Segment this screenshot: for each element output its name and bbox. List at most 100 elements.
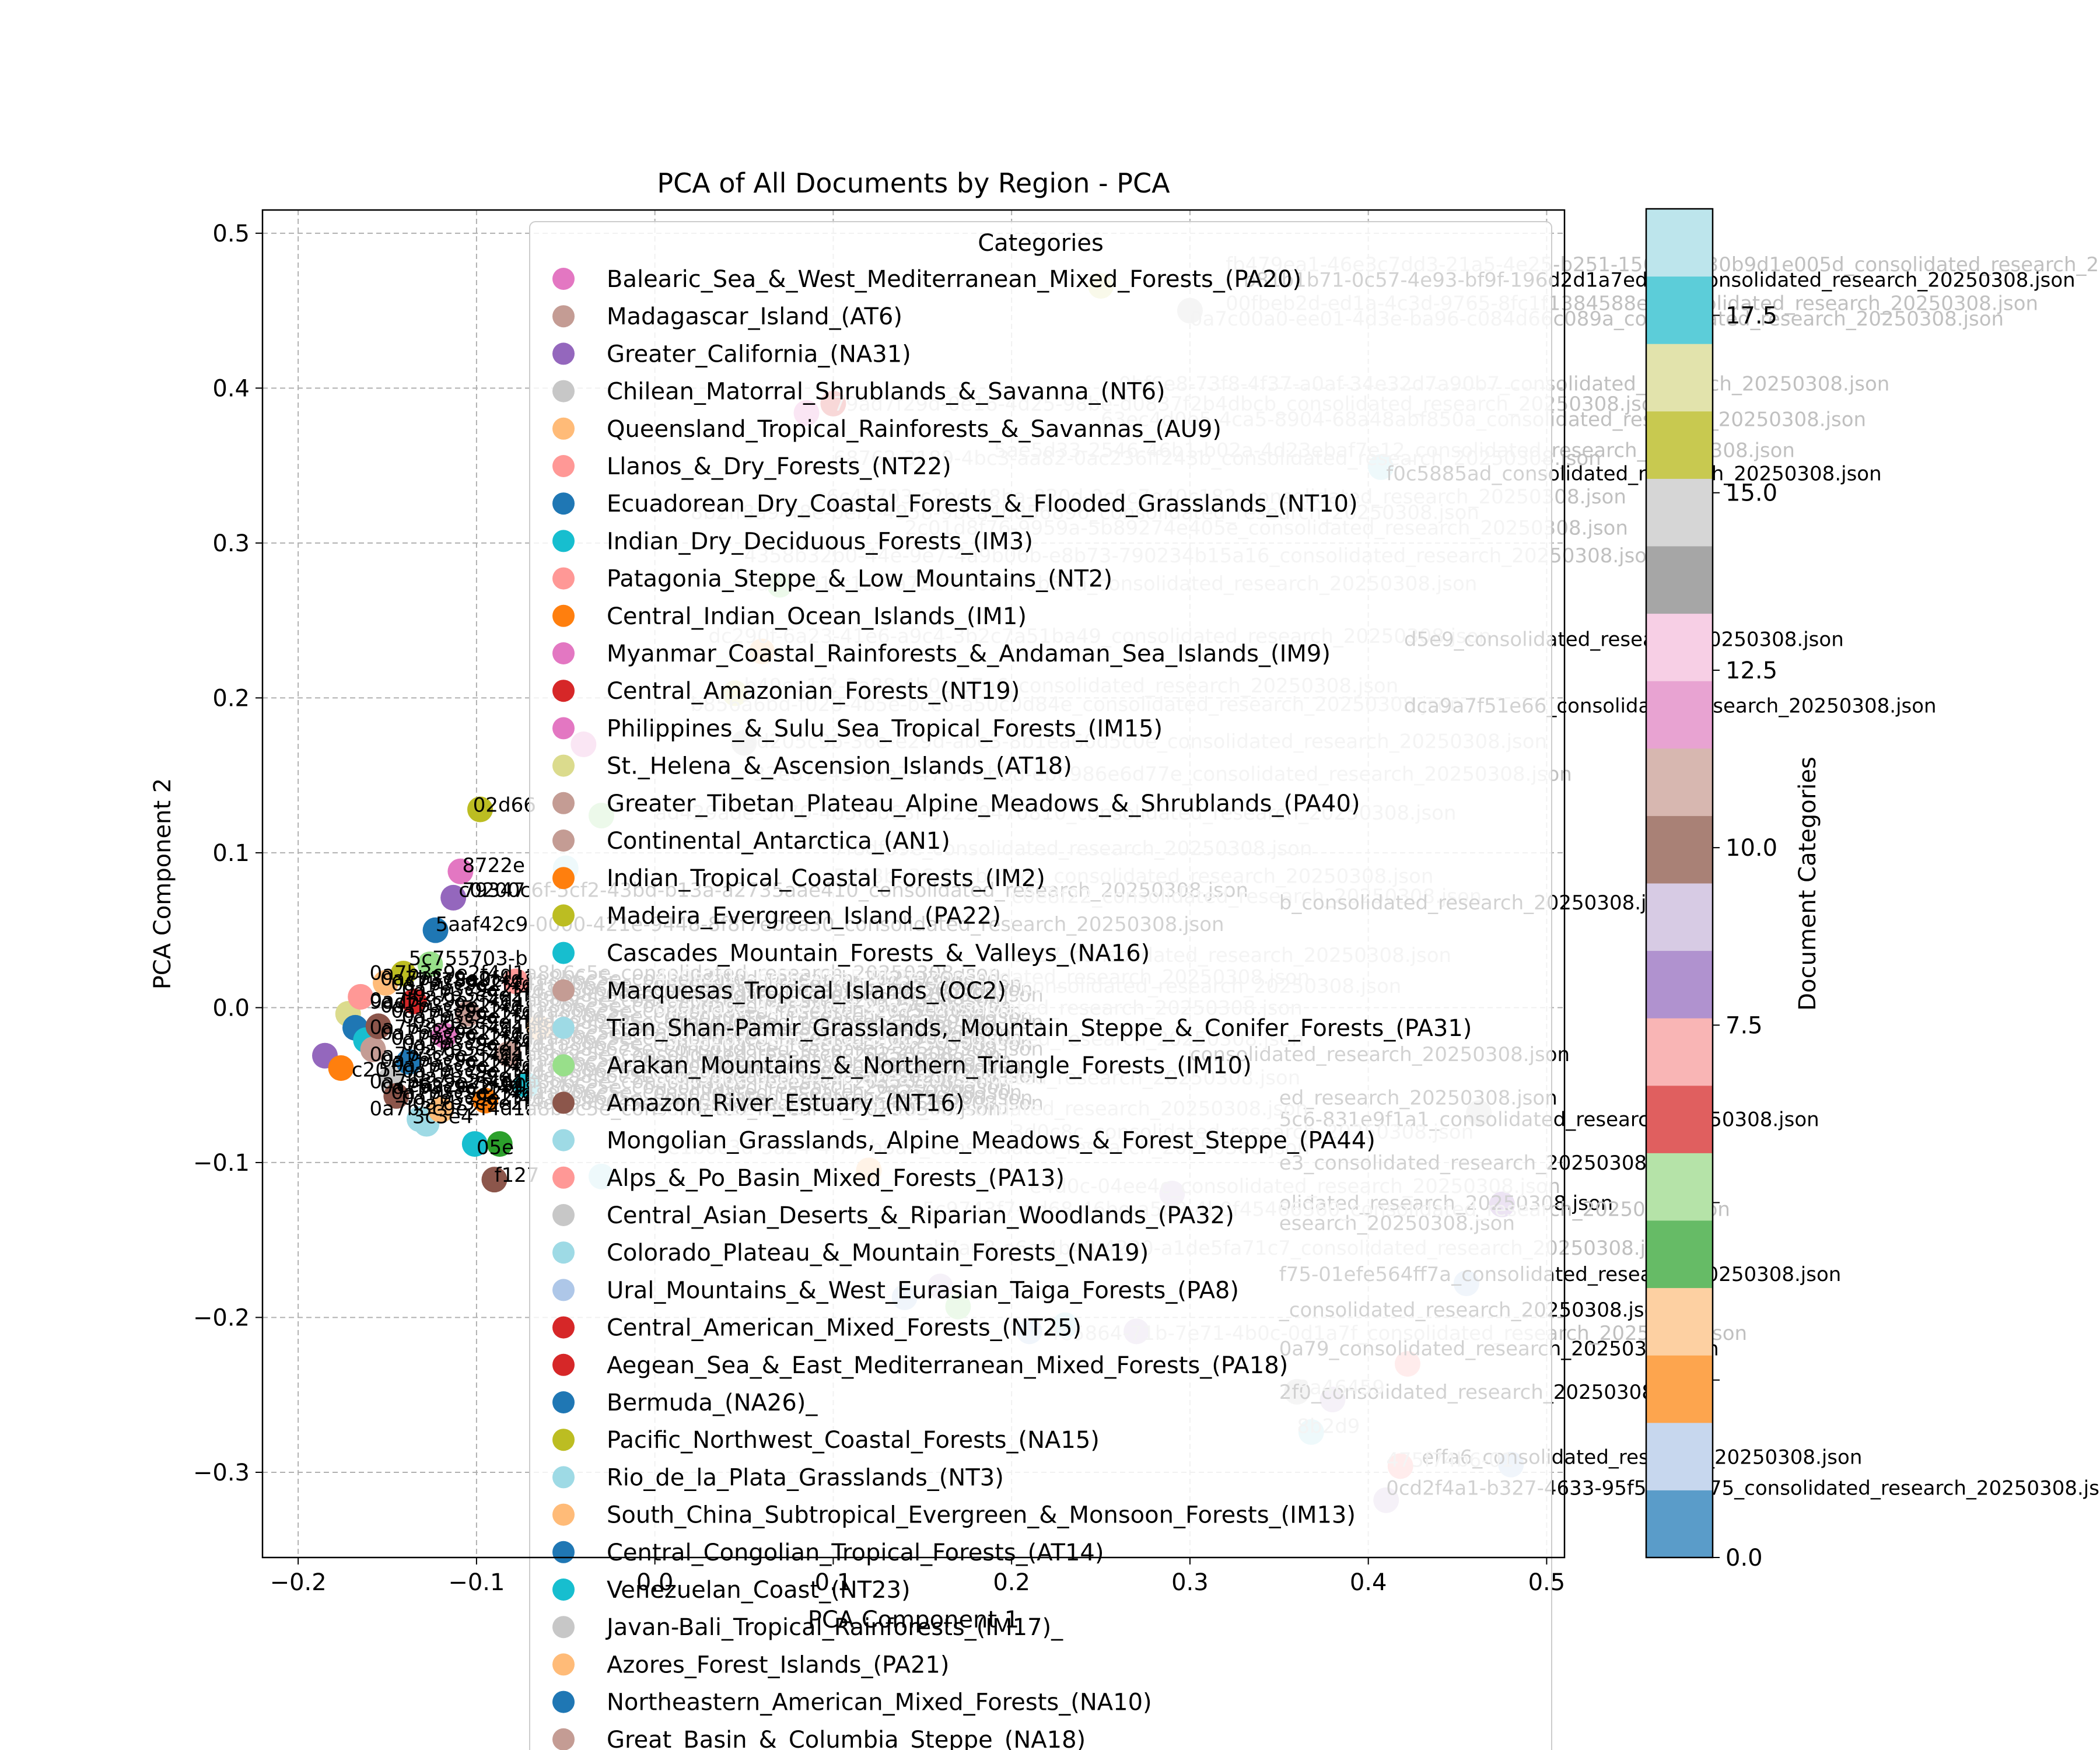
legend-marker [552, 1279, 575, 1301]
scatter-point [431, 1023, 457, 1049]
legend-label: Indian_Tropical_Coastal_Forests_(IM2) [607, 865, 1045, 892]
legend-marker [552, 792, 575, 814]
point-label: 79347 [462, 879, 525, 902]
colorbar-segment [1646, 209, 1713, 277]
legend-marker [552, 268, 575, 290]
legend-marker [552, 305, 575, 328]
legend-marker [552, 867, 575, 890]
legend-marker [552, 1241, 575, 1264]
point-label: 9adf [369, 991, 414, 1014]
x-tick-label: 0.4 [1350, 1569, 1387, 1596]
legend-marker [552, 417, 575, 440]
scatter-point [417, 951, 443, 978]
legend-label: Ural_Mountains_&_West_Eurasian_Taiga_For… [607, 1277, 1239, 1304]
legend-marker [552, 1503, 575, 1526]
scatter-point [401, 988, 427, 1014]
legend-marker [552, 455, 575, 477]
colorbar-segment [1646, 883, 1713, 951]
colorbar-segment [1646, 276, 1713, 344]
point-label: c20 [352, 1059, 388, 1082]
colorbar-segment [1646, 1085, 1713, 1153]
legend-marker [552, 530, 575, 552]
point-label: ce6a2e78-90 [396, 1074, 526, 1097]
legend-label: Venezuelan_Coast_(NT23) [607, 1577, 911, 1604]
legend-marker [552, 717, 575, 740]
colorbar-segment [1646, 681, 1713, 749]
legend-label: Continental_Antarctica_(AN1) [607, 828, 950, 855]
legend-marker [552, 680, 575, 702]
legend-marker [552, 979, 575, 1002]
y-tick-label: 0.1 [212, 840, 250, 867]
legend-marker [552, 1204, 575, 1226]
legend-marker [552, 342, 575, 365]
scatter-point [396, 1049, 422, 1075]
legend-label: Bermuda_(NA26)_ [607, 1390, 818, 1416]
plot-border [261, 209, 1566, 1559]
colorbar-segment [1646, 546, 1713, 614]
colorbar-segment [1646, 478, 1713, 547]
legend-label: Aegean_Sea_&_East_Mediterranean_Mixed_Fo… [607, 1352, 1288, 1379]
plot-area: 0a7b3c9e2f4d1a8b6c5e_consolidated_resear… [193, 209, 2100, 1750]
colorbar-border [1645, 208, 1714, 1559]
x-tick-label: 0.3 [1171, 1569, 1209, 1596]
legend-title: Categories [978, 230, 1104, 257]
point-label: c7378a9c [405, 969, 502, 992]
legend: Categories Balearic_Sea_&_West_Mediterran… [529, 221, 1552, 1750]
legend-marker [552, 1429, 575, 1451]
legend-label: Ecuadorean_Dry_Coastal_Forests_&_Flooded… [607, 491, 1358, 517]
colorbar-tick-label: 12.5 [1726, 657, 1777, 684]
legend-marker [552, 754, 575, 777]
colorbar-segment [1646, 613, 1713, 681]
colorbar-label: Document Categories [1794, 757, 1821, 1011]
legend-marker [552, 642, 575, 664]
legend-marker [552, 904, 575, 927]
scatter-point [422, 917, 449, 943]
x-tick-label: −0.1 [448, 1569, 505, 1596]
legend-marker [552, 1616, 575, 1639]
scatter-point [454, 1001, 481, 1027]
legend-marker [552, 567, 575, 590]
y-tick-label: −0.2 [193, 1304, 250, 1331]
legend-label: Queensland_Tropical_Rainforests_&_Savann… [607, 416, 1222, 443]
x-tick-label: 0.1 [815, 1569, 852, 1596]
legend-marker [552, 380, 575, 402]
point-label: 05e [477, 1136, 514, 1159]
legend-label: Indian_Dry_Deciduous_Forests_(IM3) [607, 528, 1033, 555]
point-label: 3c3e4 [412, 1105, 474, 1128]
chart-title: PCA of All Documents by Region - PCA [657, 167, 1170, 199]
legend-label: Chilean_Matorral_Shrublands_&_Savanna_(N… [607, 379, 1166, 405]
colorbar-segment [1646, 1018, 1713, 1086]
colorbar-segment [1646, 950, 1713, 1019]
x-axis-ticks: −0.2 −0.1 0.0 0.1 0.2 0.3 0.4 0.5 [270, 1558, 1566, 1596]
scatter-point [467, 796, 494, 822]
legend-marker [552, 942, 575, 964]
legend-marker [552, 604, 575, 627]
colorbar-tick-label: 7.5 [1726, 1012, 1763, 1039]
legend-label: Madeira_Evergreen_Island_(PA22) [607, 902, 1001, 929]
legend-label: Central_Asian_Deserts_&_Riparian_Woodlan… [607, 1202, 1234, 1229]
x-axis-label: PCA Component 1 [808, 1606, 1020, 1633]
legend-label: Arakan_Mountains_&_Northern_Triangle_For… [607, 1052, 1252, 1079]
legend-label: Philippines_&_Sulu_Sea_Tropical_Forests_… [607, 715, 1163, 742]
colorbar-segment [1646, 1220, 1713, 1289]
legend-label: Central_American_Mixed_Forests_(NT25) [607, 1315, 1082, 1342]
colorbar-segment [1646, 816, 1713, 884]
legend-marker [552, 1054, 575, 1077]
legend-label: Amazon_River_Estuary_(NT16) [607, 1090, 965, 1116]
y-tick-label: 0.0 [212, 995, 250, 1021]
scatter-point [473, 1087, 499, 1114]
legend-label: Balearic_Sea_&_West_Mediterranean_Mixed_… [607, 266, 1301, 293]
colorbar-segment [1646, 1153, 1713, 1221]
scatter-point [487, 1131, 513, 1157]
legend-marker [552, 1129, 575, 1152]
legend-marker [552, 1017, 575, 1039]
legend-label: Alps_&_Po_Basin_Mixed_Forests_(PA13) [607, 1165, 1065, 1192]
point-label: 02d66 [473, 794, 536, 817]
legend-label: South_China_Subtropical_Evergreen_&_Mons… [607, 1502, 1356, 1529]
legend-marker [552, 1653, 575, 1676]
x-tick-label: 0.5 [1528, 1569, 1566, 1596]
legend-label: Colorado_Plateau_&_Mountain_Forests_(NA1… [607, 1240, 1149, 1266]
scatter-point [428, 1097, 454, 1123]
legend-label: Patagonia_Steppe_&_Low_Mountains_(NT2) [607, 566, 1112, 593]
